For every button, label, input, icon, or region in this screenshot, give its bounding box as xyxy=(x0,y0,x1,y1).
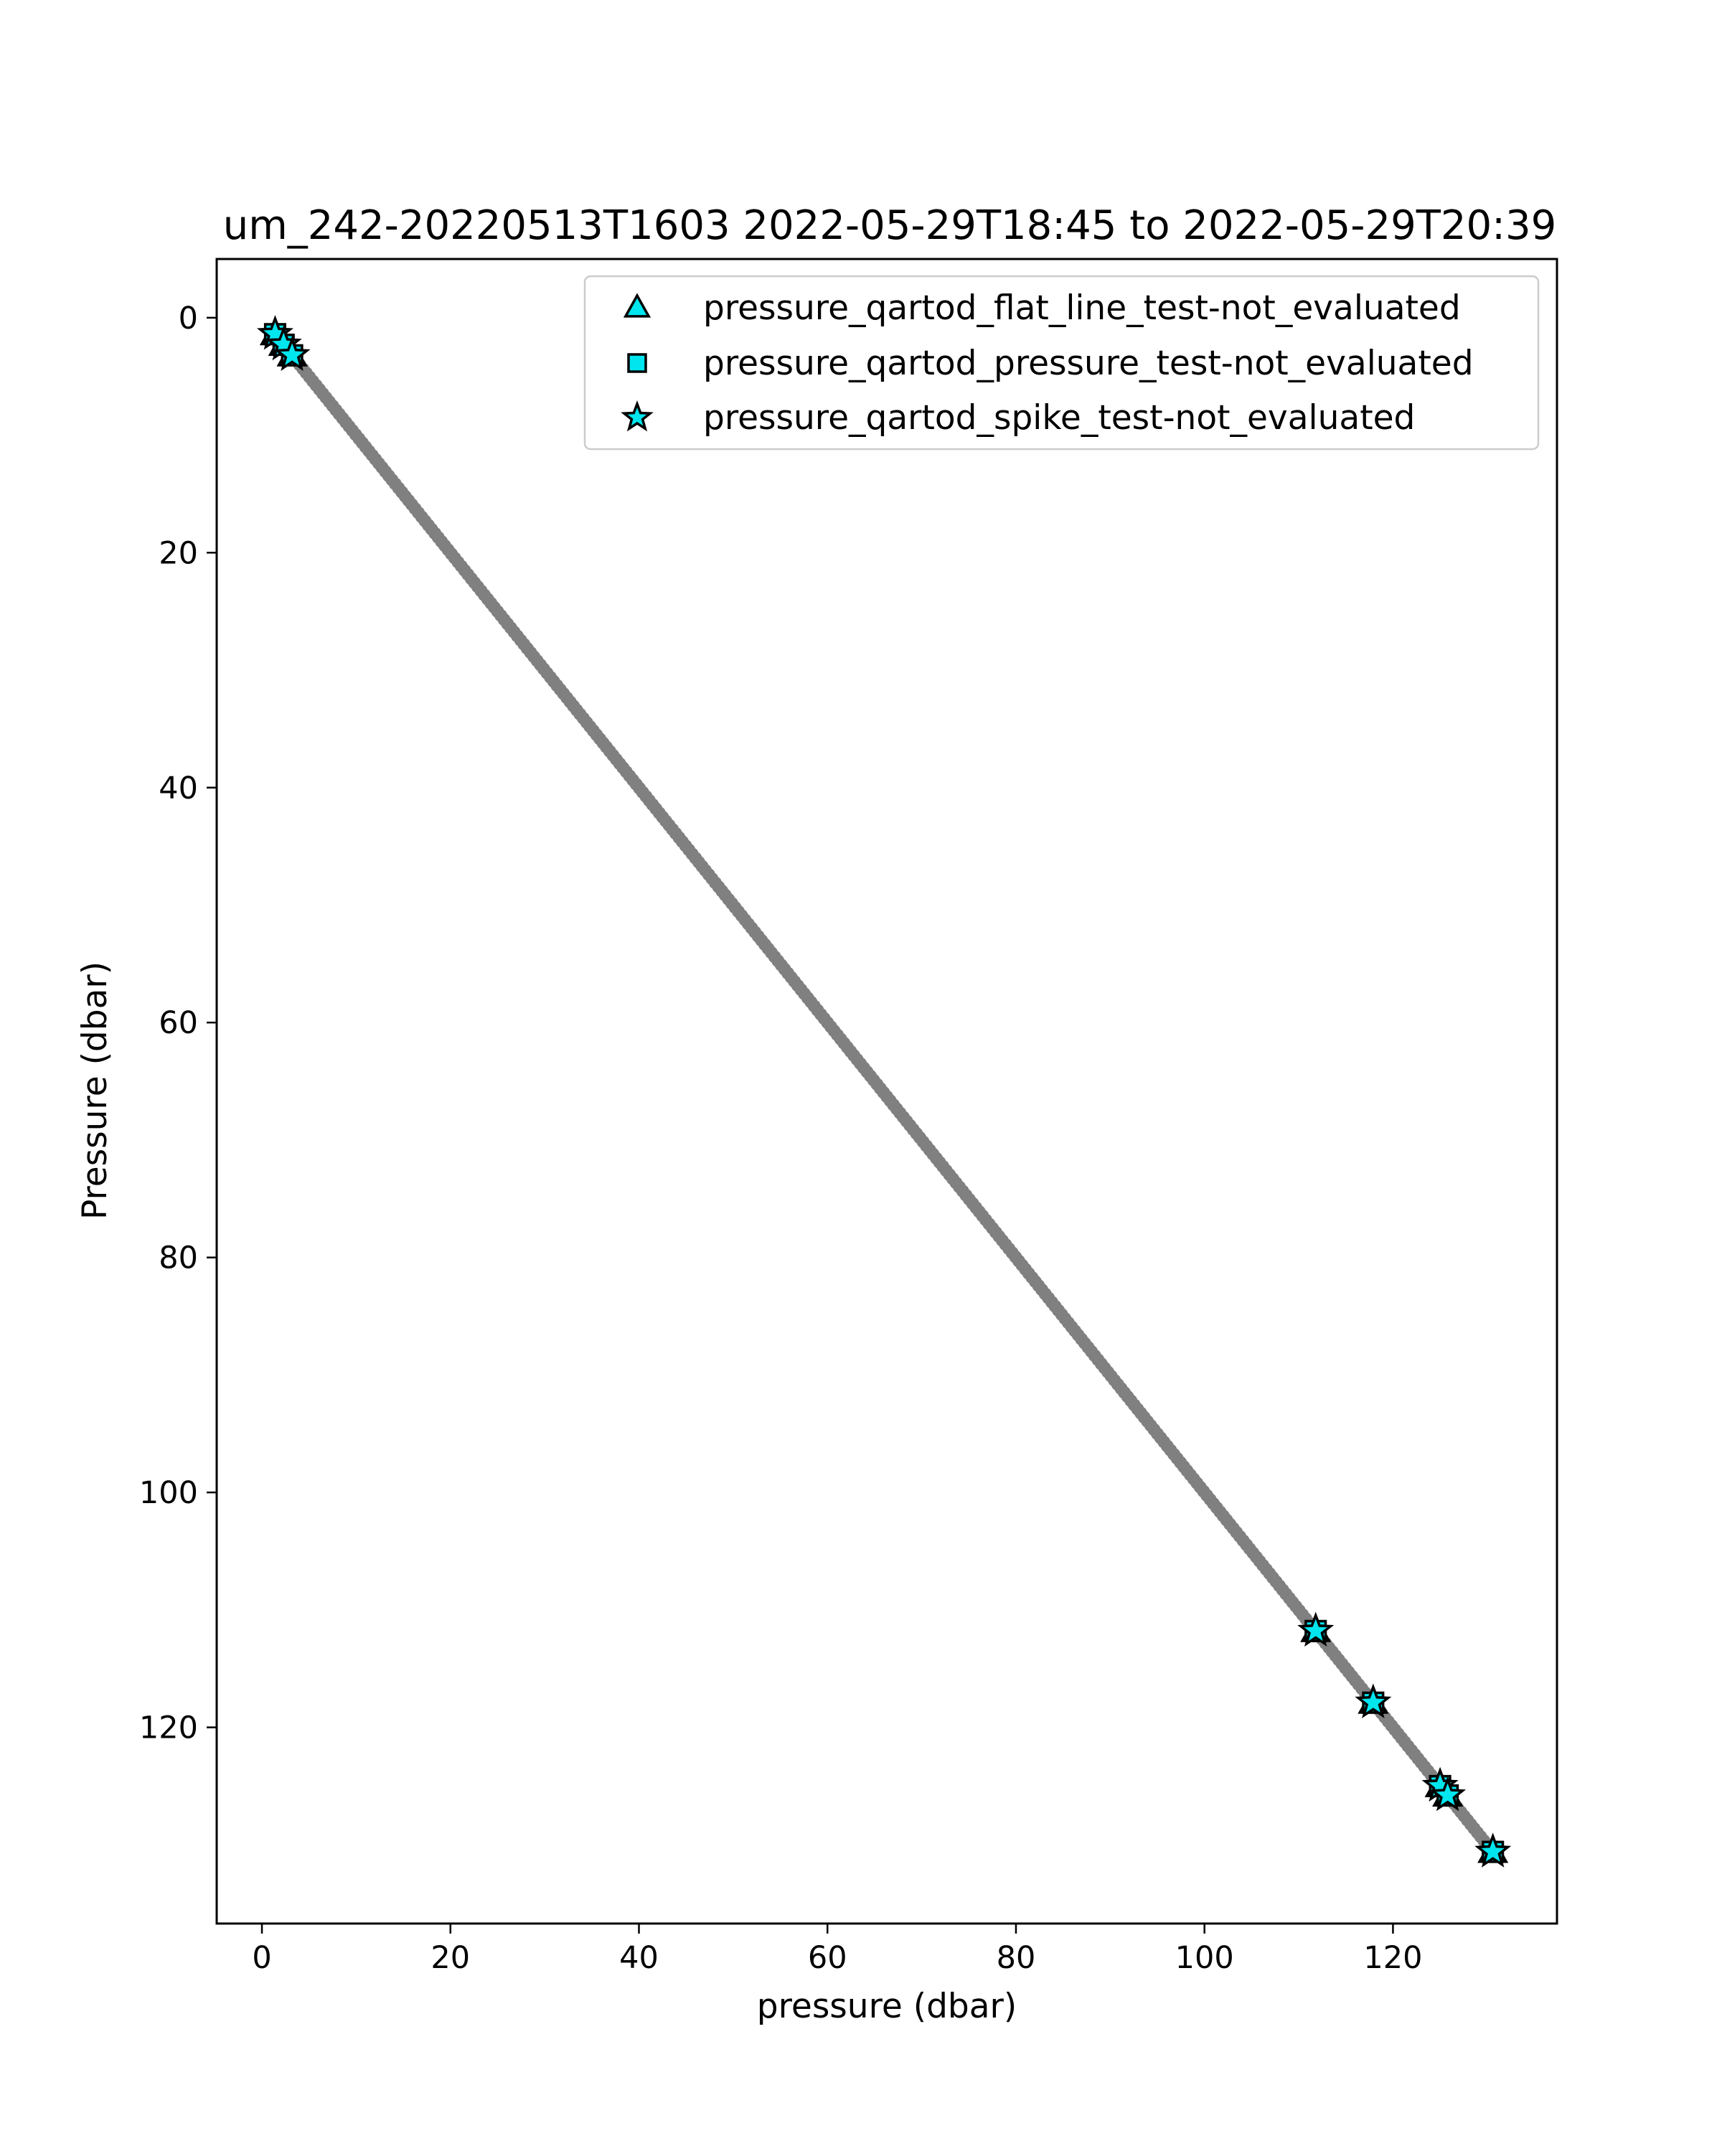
spike-test-flag-marker xyxy=(273,336,311,371)
spike-test-flag-marker xyxy=(1355,1683,1392,1718)
legend-triangle-icon xyxy=(623,293,651,318)
legend-square-icon xyxy=(627,353,647,373)
spike-test-flag-marker xyxy=(1429,1776,1467,1812)
x-tick-label: 100 xyxy=(1175,1940,1234,1976)
x-tick-label: 20 xyxy=(430,1940,470,1976)
legend-label: pressure_qartod_pressure_test-not_evalua… xyxy=(703,344,1474,383)
x-tick-label: 40 xyxy=(619,1940,659,1976)
legend-box xyxy=(583,275,1540,451)
y-axis-label: Pressure (dbar) xyxy=(75,961,115,1220)
y-tick-label: 80 xyxy=(159,1241,198,1276)
y-tick-label: 0 xyxy=(179,301,198,336)
spike-test-flag-marker xyxy=(1474,1832,1512,1868)
spike-test-flag-marker xyxy=(1297,1611,1335,1647)
y-tick-label: 40 xyxy=(159,771,198,806)
axes-frame xyxy=(215,258,1558,1925)
x-axis-label: pressure (dbar) xyxy=(757,1987,1017,2026)
legend: pressure_qartod_flat_line_test-not_evalu… xyxy=(583,275,1540,451)
x-tick-label: 0 xyxy=(252,1940,271,1976)
legend-star-icon xyxy=(621,400,654,432)
legend-label: pressure_qartod_spike_test-not_evaluated xyxy=(703,398,1415,438)
plot-area xyxy=(256,314,1512,1868)
x-tick-label: 120 xyxy=(1363,1940,1422,1976)
chart-title: um_242-20220513T1603 2022-05-29T18:45 to… xyxy=(223,202,1557,249)
x-tick-label: 80 xyxy=(997,1940,1036,1976)
legend-label: pressure_qartod_flat_line_test-not_evalu… xyxy=(703,288,1461,328)
y-tick-label: 60 xyxy=(159,1005,198,1041)
y-axis: 0 20 40 60 80 100 120 xyxy=(139,301,217,1746)
x-tick-label: 60 xyxy=(808,1940,847,1976)
x-axis: 0 20 40 60 80 100 120 xyxy=(252,1924,1422,1976)
y-tick-label: 120 xyxy=(139,1710,198,1746)
y-tick-label: 100 xyxy=(139,1475,198,1511)
y-tick-label: 20 xyxy=(159,535,198,571)
